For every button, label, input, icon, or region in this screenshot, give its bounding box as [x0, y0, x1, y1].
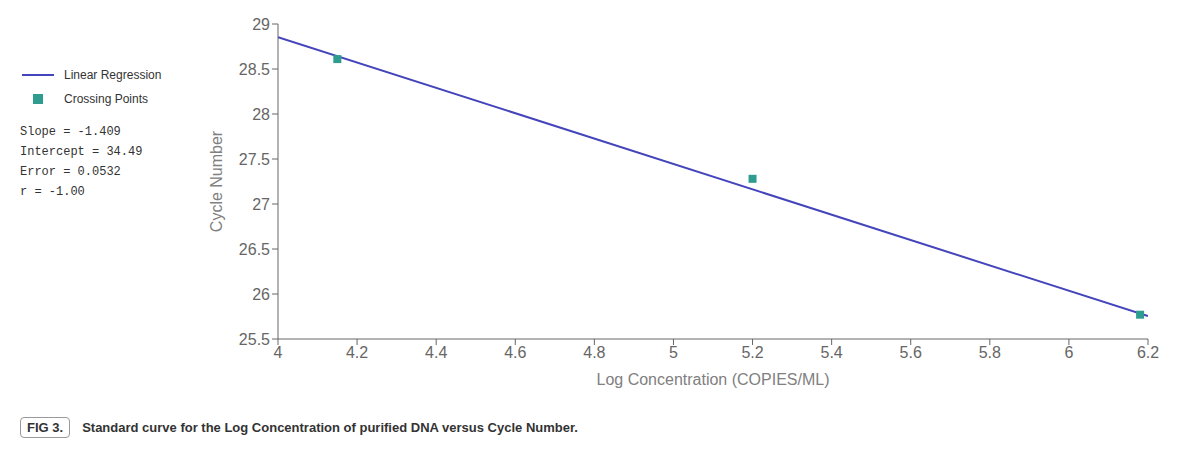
svg-text:4.2: 4.2: [346, 344, 368, 361]
html-text:Crossing Points: Crossing Points: [64, 92, 148, 106]
svg-text:5.4: 5.4: [821, 344, 843, 361]
svg-text:5.2: 5.2: [741, 344, 763, 361]
svg-text:26: 26: [252, 286, 270, 303]
svg-text:5.6: 5.6: [900, 344, 922, 361]
svg-text:6: 6: [1064, 344, 1073, 361]
svg-text:27: 27: [252, 196, 270, 213]
svg-text:25.5: 25.5: [239, 331, 270, 348]
html-text:Standard curve for the Log Con: Standard curve for the Log Concentration…: [82, 419, 578, 435]
html-text:Intercept = 34.49: Intercept = 34.49: [20, 145, 143, 159]
svg-text:4: 4: [274, 344, 283, 361]
html-text:FIG 3.: FIG 3.: [27, 419, 64, 435]
svg-text:6.2: 6.2: [1137, 344, 1159, 361]
svg-text:28.5: 28.5: [239, 61, 270, 78]
svg-text:4.4: 4.4: [425, 344, 447, 361]
html-text:r = -1.00: r = -1.00: [20, 185, 85, 199]
html-text:Error = 0.0532: Error = 0.0532: [20, 165, 121, 179]
svg-text:5.8: 5.8: [979, 344, 1001, 361]
svg-text:27.5: 27.5: [239, 151, 270, 168]
html-text:Slope = -1.409: Slope = -1.409: [20, 125, 121, 139]
svg-text:5: 5: [669, 344, 678, 361]
svg-text:28: 28: [252, 106, 270, 123]
svg-text:29: 29: [252, 16, 270, 33]
svg-text:4.8: 4.8: [583, 344, 605, 361]
svg-text:4.6: 4.6: [504, 344, 526, 361]
html-text:Linear Regression: Linear Regression: [64, 68, 162, 82]
svg-text:26.5: 26.5: [239, 241, 270, 258]
svg-text:Cycle Number: Cycle Number: [208, 130, 225, 232]
svg-text:Log Concentration (COPIES/ML): Log Concentration (COPIES/ML): [597, 371, 830, 388]
